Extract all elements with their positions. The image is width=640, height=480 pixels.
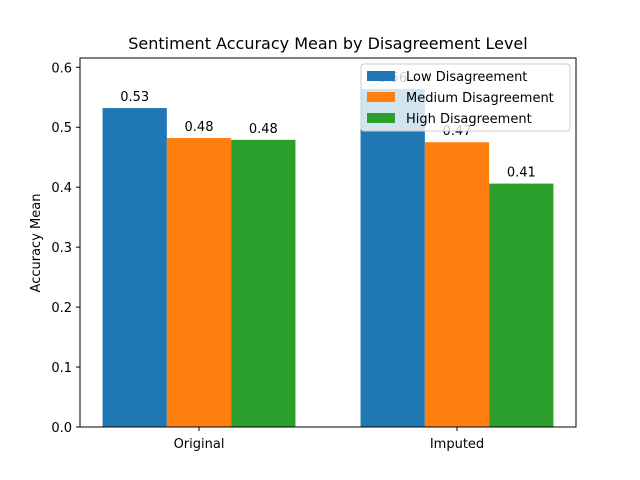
y-tick-label: 0.4 — [51, 181, 72, 196]
data-label: 0.48 — [185, 120, 214, 135]
bar — [231, 139, 296, 427]
y-axis: 0.0 0.1 0.2 0.3 0.4 0.5 0.6 — [51, 61, 80, 436]
bar — [360, 88, 425, 427]
legend-swatch — [367, 113, 395, 123]
legend: Low Disagreement Medium Disagreement High … — [360, 63, 571, 132]
legend-label: High Disagreement — [406, 112, 532, 127]
legend-swatch — [367, 92, 395, 102]
bar — [102, 108, 167, 428]
bar — [166, 138, 232, 428]
data-label: 0.41 — [507, 166, 536, 181]
legend-box — [360, 63, 571, 132]
x-tick-label: Imputed — [430, 437, 484, 452]
bar — [424, 142, 490, 428]
legend-label: Medium Disagreement — [406, 91, 554, 106]
bar — [489, 183, 554, 427]
y-tick-label: 0.3 — [51, 241, 72, 256]
y-tick-label: 0.6 — [51, 61, 72, 76]
x-axis: Original Imputed — [174, 427, 484, 452]
y-tick-label: 0.0 — [51, 421, 72, 436]
y-tick-label: 0.5 — [51, 121, 72, 136]
legend-label: Low Disagreement — [406, 70, 527, 85]
legend-swatch — [367, 71, 395, 81]
data-label: 0.53 — [120, 90, 149, 105]
plot-frame — [79, 57, 577, 428]
bars-layer — [102, 88, 554, 428]
data-label: 0.48 — [249, 122, 278, 137]
y-tick-label: 0.2 — [51, 301, 72, 316]
y-axis-label: Accuracy Mean — [29, 194, 44, 293]
y-tick-label: 0.1 — [51, 361, 72, 376]
chart-title: Sentiment Accuracy Mean by Disagreement … — [128, 34, 527, 53]
x-tick-label: Original — [174, 437, 225, 452]
